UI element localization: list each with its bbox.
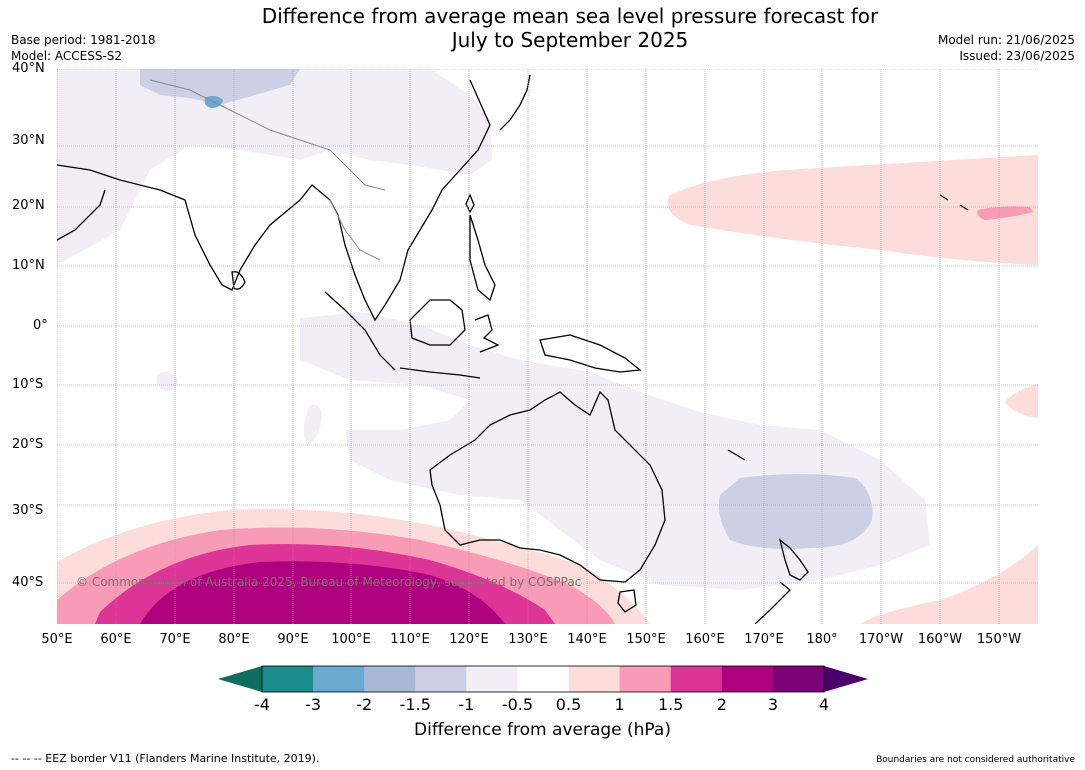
colorbar-swatch-4 bbox=[466, 666, 518, 692]
border-se-asia bbox=[329, 199, 381, 261]
colorbar-tick-label: -1.5 bbox=[399, 695, 431, 714]
contour-southern-high-2 bbox=[140, 561, 505, 624]
lon-label-70e: 70°E bbox=[159, 632, 191, 647]
lon-label-100e: 100°E bbox=[331, 632, 371, 647]
colorbar-tick-label: -2 bbox=[356, 695, 373, 714]
copyright-notice: © Commonwealth of Australia 2025, Bureau… bbox=[76, 575, 582, 589]
colorbar-tick-label: 1.5 bbox=[657, 695, 684, 714]
coast-tasmania bbox=[617, 589, 637, 613]
lon-label-170e: 170°E bbox=[744, 632, 784, 647]
colorbar-over-arrow bbox=[824, 666, 868, 692]
colorbar-swatch-9 bbox=[721, 666, 774, 692]
lat-label-20n: 20°N bbox=[12, 198, 45, 213]
colorbar-tick-label: 2 bbox=[716, 695, 727, 714]
contour-north-asia bbox=[57, 69, 492, 265]
colorbar-label: Difference from average (hPa) bbox=[414, 720, 671, 740]
colorbar-tick-label: -0.5 bbox=[501, 695, 534, 714]
coast-philippines bbox=[469, 214, 496, 302]
colorbar-tick-label: 1 bbox=[614, 695, 625, 714]
model-name: Model: ACCESS-S2 bbox=[11, 49, 123, 63]
lon-label-110e: 110°E bbox=[390, 632, 430, 647]
lon-label-50e: 50°E bbox=[41, 632, 73, 647]
colorbar-swatch-2 bbox=[364, 666, 416, 692]
lat-label-40s: 40°S bbox=[12, 575, 44, 590]
coast-arabia bbox=[57, 189, 106, 241]
contour-north-pacific-high bbox=[667, 155, 1038, 265]
colorbar-swatch-7 bbox=[619, 666, 672, 692]
model-run: Model run: 21/06/2025 bbox=[937, 33, 1075, 47]
lat-label-30s: 30°S bbox=[12, 503, 44, 518]
lon-label-90e: 90°E bbox=[277, 632, 309, 647]
lat-label-10s: 10°S bbox=[12, 377, 44, 392]
contour-hawaii-high bbox=[977, 206, 1033, 220]
contour-small-1 bbox=[156, 371, 178, 391]
issued-date: Issued: 23/06/2025 bbox=[959, 49, 1075, 63]
colorbar-swatch-0 bbox=[262, 666, 314, 692]
lon-label-160e: 160°E bbox=[685, 632, 725, 647]
contour-east-pacific-high bbox=[1005, 384, 1038, 418]
chart-title-line1: Difference from average mean sea level p… bbox=[261, 4, 879, 28]
lat-label-0: 0° bbox=[33, 318, 48, 333]
colorbar bbox=[218, 665, 868, 693]
lat-label-30n: 30°N bbox=[12, 133, 45, 148]
colorbar-tick-label: -4 bbox=[254, 695, 270, 714]
coast-hawaii bbox=[939, 194, 969, 211]
colorbar-swatch-1 bbox=[313, 666, 365, 692]
lon-label-160w: 160°W bbox=[917, 632, 963, 647]
colorbar-swatch-3 bbox=[415, 666, 467, 692]
colorbar-swatch-5 bbox=[517, 666, 570, 692]
coast-borneo bbox=[409, 299, 466, 346]
colorbar-swatch-8 bbox=[670, 666, 723, 692]
lon-label-130e: 130°E bbox=[508, 632, 548, 647]
lon-label-170w: 170°W bbox=[858, 632, 904, 647]
coast-nz-south bbox=[754, 581, 791, 624]
base-period: Base period: 1981-2018 bbox=[11, 33, 156, 47]
lon-label-120e: 120°E bbox=[449, 632, 489, 647]
lon-label-80e: 80°E bbox=[218, 632, 250, 647]
lat-label-10n: 10°N bbox=[12, 258, 45, 273]
lat-label-20s: 20°S bbox=[12, 437, 44, 452]
colorbar-tick-label: 4 bbox=[818, 695, 830, 714]
chart-title: Difference from average mean sea level p… bbox=[0, 4, 1085, 52]
meta-right: Model run: 21/06/2025 Issued: 23/06/2025 bbox=[938, 32, 1075, 64]
colorbar-swatch-10 bbox=[772, 666, 825, 692]
chart-title-line2: July to September 2025 bbox=[451, 28, 689, 52]
colorbar-tick-label: -3 bbox=[305, 695, 322, 714]
lon-label-60e: 60°E bbox=[100, 632, 132, 647]
gridlines bbox=[57, 69, 1038, 624]
contour-se-pacific-high bbox=[860, 545, 1038, 624]
lon-label-140e: 140°E bbox=[567, 632, 607, 647]
coast-vanuatu bbox=[727, 449, 746, 461]
colorbar-tick-label: 0.5 bbox=[555, 695, 582, 714]
lon-label-150e: 150°E bbox=[626, 632, 666, 647]
contour-tasman-low bbox=[718, 474, 873, 549]
coast-sulawesi bbox=[474, 314, 500, 353]
lat-label-40n: 40°N bbox=[12, 61, 45, 76]
contour-small-2 bbox=[303, 404, 322, 445]
coast-new-guinea bbox=[539, 334, 642, 373]
coast-sumatra bbox=[324, 291, 396, 371]
coast-nz-north bbox=[778, 538, 809, 581]
meta-left: Base period: 1981-2018 Model: ACCESS-S2 bbox=[11, 32, 156, 64]
border-china bbox=[149, 79, 386, 191]
footer-eez-note: -- -- -- EEZ border V11 (Flanders Marine… bbox=[11, 752, 320, 765]
contour-north-low bbox=[140, 69, 300, 105]
coast-java bbox=[399, 367, 481, 379]
footer-boundaries-note: Boundaries are not considered authoritat… bbox=[876, 755, 1075, 765]
colorbar-swatch-6 bbox=[568, 666, 621, 692]
colorbar-under-arrow bbox=[218, 666, 262, 692]
colorbar-tick-label: -1 bbox=[458, 695, 475, 714]
coast-taiwan bbox=[465, 193, 475, 214]
colorbar-tick-label: 3 bbox=[767, 695, 778, 714]
coast-sri-lanka bbox=[231, 271, 246, 290]
lon-label-180: 180° bbox=[806, 632, 838, 647]
lon-label-150w: 150°W bbox=[976, 632, 1022, 647]
